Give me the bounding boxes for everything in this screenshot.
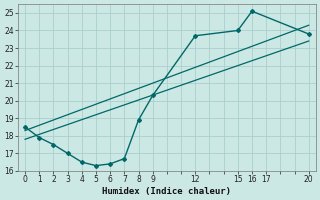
X-axis label: Humidex (Indice chaleur): Humidex (Indice chaleur) [102,187,231,196]
